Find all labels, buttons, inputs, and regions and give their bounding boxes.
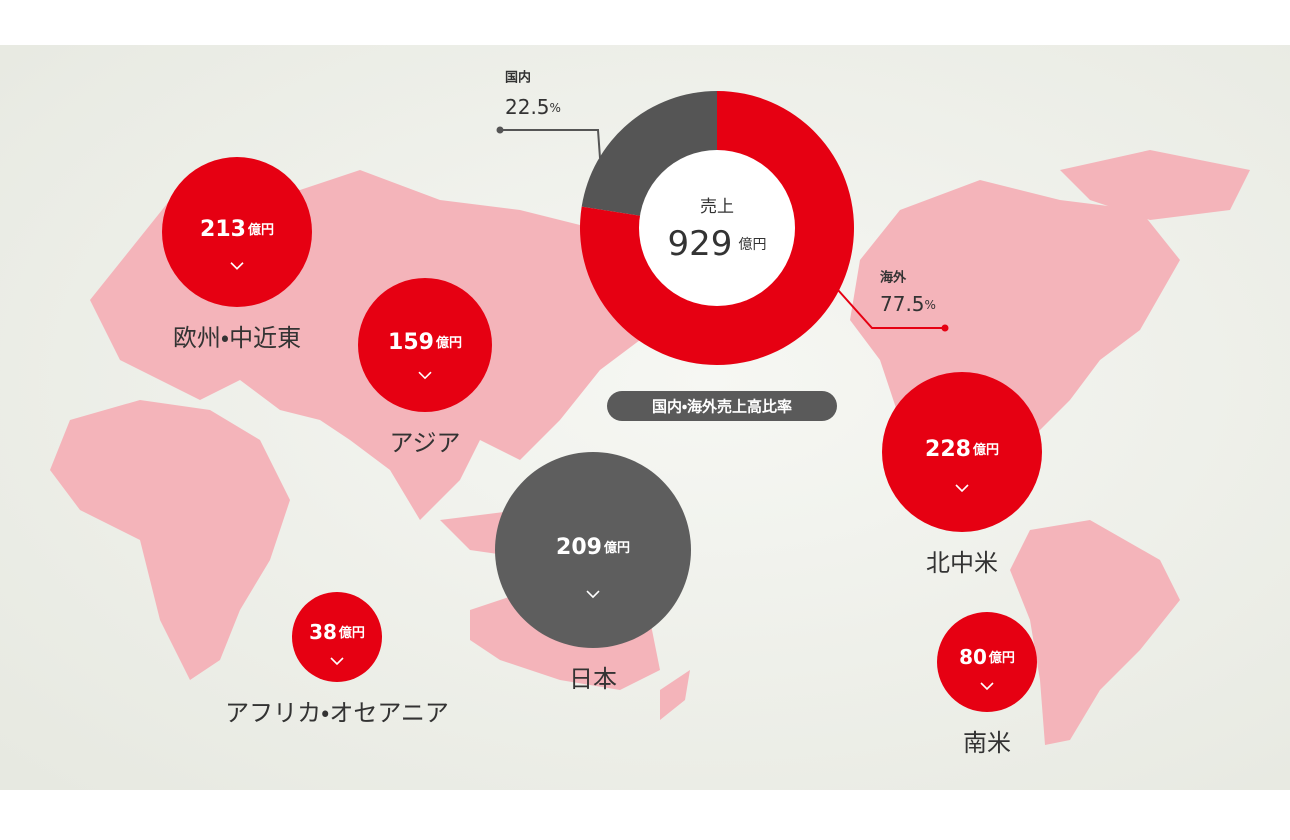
leader-line — [500, 129, 601, 159]
chevron — [955, 484, 969, 493]
percent-value: 77.5 — [880, 292, 925, 316]
region-name: 欧州・中近東 — [173, 324, 301, 352]
bubble-circle — [882, 372, 1042, 532]
region-name: 日本 — [569, 665, 617, 693]
bubble-circle — [162, 157, 312, 307]
percent-unit: % — [550, 101, 561, 115]
legend-label: 海外 — [880, 270, 907, 286]
region-bubble[interactable]: 209 億円 — [495, 452, 691, 648]
value-number: 213 — [200, 217, 246, 242]
region-name: アフリカ・オセアニア — [225, 699, 449, 727]
donut-hole — [639, 150, 795, 306]
value-unit: 億円 — [972, 442, 999, 458]
legend-label: 国内 — [505, 70, 531, 86]
chevron — [418, 371, 432, 380]
region-name: 南米 — [963, 729, 1011, 757]
value-number: 38 — [309, 620, 337, 644]
region-bubble[interactable]: 213 億円 — [162, 157, 312, 307]
region-bubble[interactable]: 159 億円 — [358, 278, 492, 412]
region-bubble[interactable]: 80 億円 — [937, 612, 1037, 712]
leader-dot — [941, 324, 949, 332]
center-title: 売上 — [700, 197, 734, 217]
bubble-value: 209 億円 — [556, 535, 630, 560]
bubble-value: 228 億円 — [925, 437, 999, 462]
value-unit: 億円 — [247, 222, 274, 238]
leader-dot — [496, 126, 504, 134]
bubble-value: 159 億円 — [388, 330, 462, 355]
value-unit: 億円 — [988, 650, 1015, 666]
center-total-unit: 億円 — [738, 237, 766, 253]
region-name: アジア — [389, 429, 460, 457]
caption-pill — [607, 391, 837, 421]
chevron — [330, 657, 344, 666]
bubble-value: 213 億円 — [200, 217, 274, 242]
value-number: 209 — [556, 535, 602, 560]
percent-unit: % — [925, 298, 936, 312]
bubble-circle — [937, 612, 1037, 712]
bubble-circle — [292, 592, 382, 682]
chevron — [230, 262, 244, 270]
region-bubble[interactable]: 228 億円 — [882, 372, 1042, 532]
region-bubble[interactable]: 38 億円 — [292, 592, 382, 682]
bubble-value: 80 億円 — [959, 645, 1015, 669]
bubble-circle — [358, 278, 492, 412]
bubble-circle — [495, 452, 691, 648]
value-number: 80 — [959, 645, 987, 669]
region-name: 北中米 — [926, 549, 998, 577]
leader-line — [837, 289, 945, 329]
center-total-value: 929 — [668, 224, 733, 264]
percent-value: 22.5 — [505, 95, 550, 119]
value-number: 159 — [388, 330, 434, 355]
value-number: 228 — [925, 437, 971, 462]
legend-value: 22.5% — [505, 95, 561, 119]
value-unit: 億円 — [435, 335, 462, 351]
value-unit: 億円 — [603, 540, 630, 556]
legend-value: 77.5% — [880, 292, 936, 316]
chevron — [980, 682, 994, 691]
center-total: 929 億円 — [668, 224, 767, 264]
bubble-value: 38 億円 — [309, 620, 365, 644]
caption: 国内・海外売上高比率 — [652, 398, 792, 416]
value-unit: 億円 — [338, 625, 365, 641]
chevron — [586, 590, 600, 599]
